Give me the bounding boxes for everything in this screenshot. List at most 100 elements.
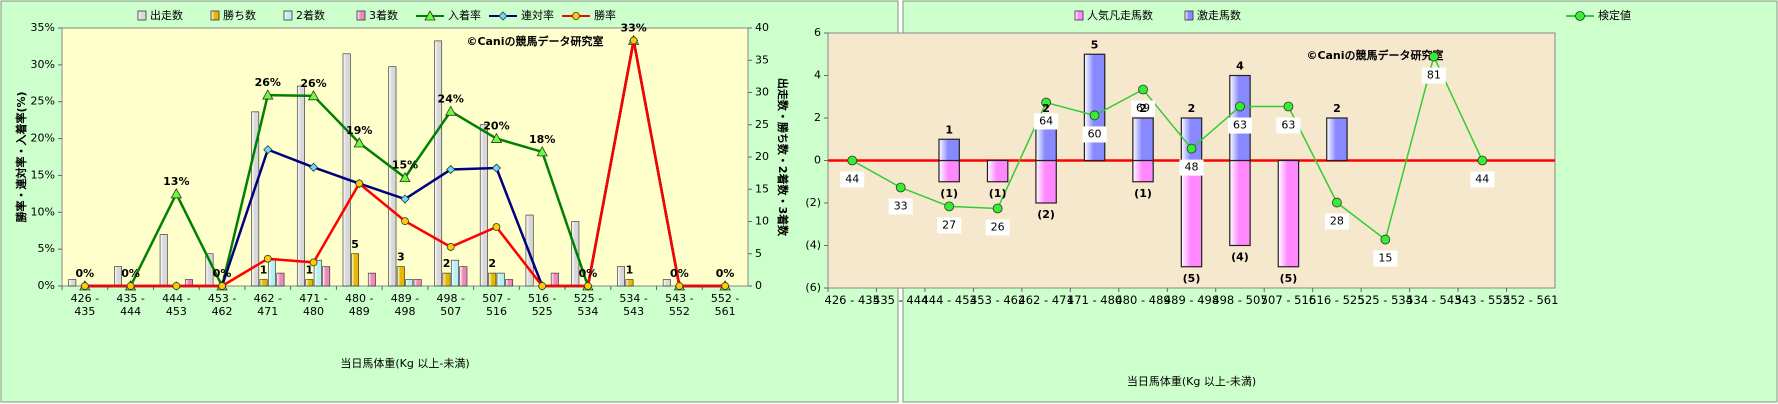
bar [351, 253, 360, 287]
y2-tick-label: 35 [755, 53, 769, 66]
data-label: 44 [845, 173, 859, 186]
data-label: 1 [626, 264, 634, 277]
bar [313, 259, 322, 287]
x-label-box: 471 - 480 [299, 292, 327, 318]
data-label: 3 [397, 251, 405, 264]
x-label-box: 507 - 516 [482, 292, 510, 318]
watermark: ©Caniの競馬データ研究室 [1306, 48, 1443, 62]
data-label: (5) [1183, 272, 1201, 285]
x-tick-label: 480 - 489 [345, 292, 374, 318]
line-marker [721, 282, 730, 290]
legend-label: 3着数 [369, 8, 398, 22]
data-label: 2 [1188, 102, 1196, 115]
bar [1132, 159, 1154, 183]
y2-tick-label: 5 [755, 247, 762, 260]
data-label: 33 [894, 199, 908, 212]
legend-swatch [283, 10, 293, 21]
line-marker [1041, 97, 1051, 108]
x-label-box: 462 - 471 [253, 292, 283, 318]
line-marker [80, 282, 89, 290]
legend-label: 2着数 [296, 8, 325, 22]
bar [268, 259, 276, 287]
x-label-box: 543 - 552 [1455, 294, 1510, 307]
y-tick-label: 35% [31, 21, 55, 34]
line-marker [498, 11, 508, 21]
x-tick-label: 462 - 471 [253, 292, 283, 318]
data-label: 26% [300, 77, 326, 90]
x-tick-label: 435 - 444 [116, 292, 145, 318]
bar [68, 279, 77, 287]
y2-tick-label: 30 [755, 86, 769, 99]
y2-tick-label: 15 [755, 182, 769, 195]
x-tick-label: 498 - 507 [1212, 294, 1268, 307]
x-tick-label: 525 - 534 [1357, 294, 1414, 307]
data-label: 1 [260, 264, 268, 277]
x-tick-label: 552 - 561 [710, 292, 740, 318]
x-label-box: 435 - 444 [873, 294, 928, 307]
line-marker [1380, 234, 1391, 245]
y-tick-label: (2) [805, 196, 821, 209]
bar [617, 266, 626, 287]
y-tick-label: 4 [814, 69, 821, 82]
legend-swatch [1184, 10, 1194, 21]
data-label: 33% [620, 22, 646, 35]
x-label-box: 534 - 543 [1406, 294, 1461, 307]
point-label-box [1179, 159, 1204, 176]
bar [1326, 117, 1348, 162]
line-marker [538, 282, 547, 290]
line-marker [1477, 155, 1488, 166]
bar [488, 272, 497, 287]
bar [479, 124, 488, 287]
x-label-box: 453 - 462 [970, 294, 1025, 307]
y2-tick-label: 20 [755, 150, 769, 163]
data-label: 0% [670, 267, 689, 280]
y-tick-label: 5% [38, 242, 55, 255]
line-marker [1089, 110, 1100, 121]
point-label-box [1324, 213, 1349, 230]
line-marker [424, 10, 436, 21]
y-tick-label: (4) [805, 239, 821, 252]
data-label: 69 [1136, 102, 1150, 115]
bar [496, 272, 505, 287]
x-label-box: 552 - 561 [710, 292, 740, 318]
legend-label: 検定値 [1598, 8, 1631, 22]
line-marker [1332, 197, 1342, 208]
bar [342, 53, 351, 287]
line-marker [491, 163, 502, 173]
x-tick-label: 489 - 498 [1163, 294, 1220, 307]
y-tick-label: 25% [31, 95, 55, 108]
line-marker [895, 182, 906, 193]
point-label-box [985, 219, 1010, 236]
bar [662, 279, 671, 287]
y-tick-label: (6) [805, 281, 821, 294]
bar [625, 279, 634, 287]
bar [1277, 159, 1300, 268]
line-marker [309, 258, 318, 267]
bar [1229, 159, 1251, 247]
x-label-box: 444 - 453 [162, 292, 190, 318]
data-label: (4) [1231, 251, 1249, 264]
data-label: 2 [1333, 102, 1341, 115]
point-label-box [840, 171, 865, 188]
data-label: 0% [121, 267, 140, 280]
x-label-box: 426 - 435 [825, 294, 880, 307]
y-tick-label: 30% [31, 58, 55, 71]
line-marker [262, 89, 274, 100]
point-label-box [1276, 117, 1301, 134]
x-label-box: 498 - 507 [1212, 294, 1268, 307]
data-label: 5 [1091, 38, 1099, 51]
point-label-box [1373, 250, 1398, 267]
bar [259, 279, 268, 287]
bar [1180, 159, 1203, 268]
line-marker [126, 282, 135, 290]
data-label: (1) [989, 187, 1007, 200]
legend-label: 人気凡走馬数 [1087, 8, 1153, 22]
bar [1035, 159, 1057, 204]
line-marker [847, 155, 858, 166]
line-marker [399, 171, 411, 183]
data-label: (2) [1037, 208, 1055, 221]
line-marker [446, 164, 456, 175]
legend-label: 連対率 [521, 8, 554, 22]
line-marker [490, 132, 503, 143]
